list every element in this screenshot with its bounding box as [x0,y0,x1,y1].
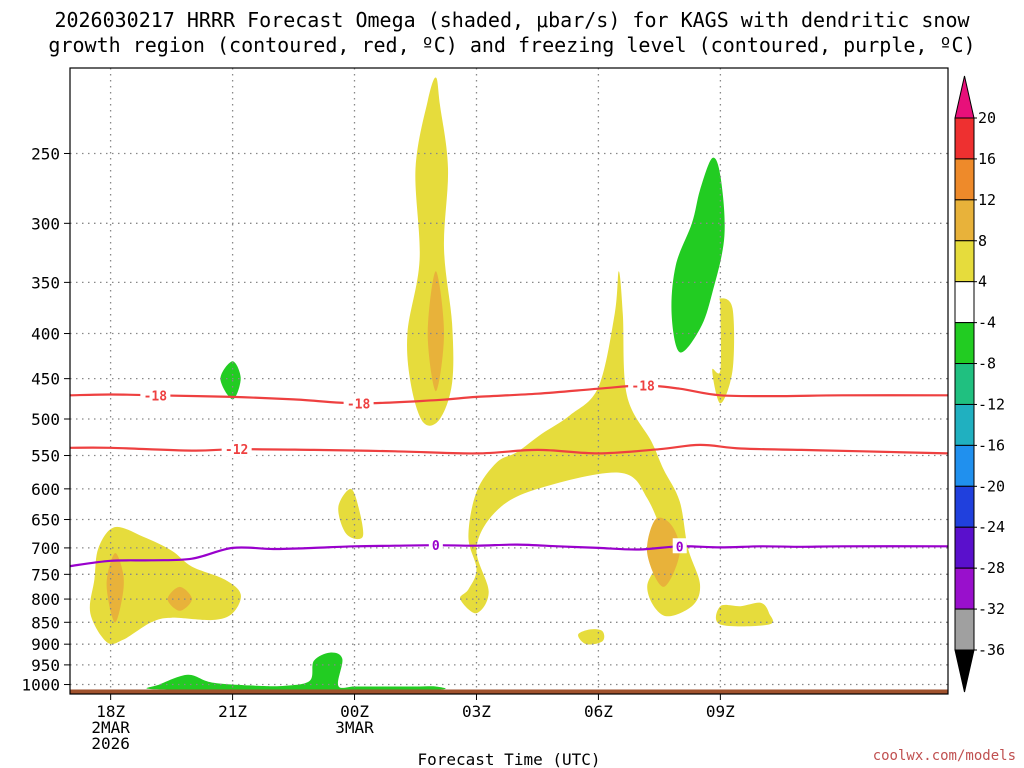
ground-band [70,689,948,694]
colorbar-top-triangle [954,75,975,119]
x-tick-label-21Z-0: 21Z [218,702,247,721]
colorbar-swatch-1 [954,158,975,201]
chart-title: 2026030217 HRRR Forecast Omega (shaded, … [0,8,1024,58]
omega-plus4-plume-01z [407,77,454,426]
ground-layer [70,689,948,694]
y-tick-label-400: 400 [31,325,60,344]
y-tick-label-450: 450 [31,370,60,389]
x-tick-label-18Z-1: 2MAR [91,718,130,737]
colorbar-swatch-11 [954,567,975,610]
colorbar-swatch-6 [954,363,975,405]
dendritic-contour-minus18-label-bg-1 [343,395,374,411]
colorbar-label-8: -16 [978,436,1005,454]
colorbar-label-6: -8 [978,355,996,373]
y-tick-label-850: 850 [31,613,60,632]
omega-plus4-blob-09z [712,298,735,404]
omega-plus8-core-18z [106,553,124,623]
chart-title-line-2: growth region (contoured, red, ºC) and f… [48,33,976,57]
y-tick-label-800: 800 [31,590,60,609]
colorbar-label-0: 20 [978,109,996,127]
x-tick-label-18Z-0: 18Z [96,702,125,721]
dendritic-contour-minus18-label-bg-0 [140,387,171,403]
dendritic-contour-minus12 [69,443,949,455]
x-tick-label-03Z-0: 03Z [462,702,491,721]
freezing-contour-0-label-bg-1 [672,538,687,554]
y-axis: 250 300 350 400 450 500 550 600 650 700 750 800 850 9… [21,144,70,695]
dendritic-contour-minus18 [69,384,949,405]
x-tick-label-09Z-0: 09Z [706,702,735,721]
y-tick-label-600: 600 [31,480,60,499]
x-tick-label-00Z-1: 3MAR [335,718,374,737]
y-tick-label-750: 750 [31,565,60,584]
omega-plus4-arch-03z [460,271,701,617]
dendritic-contour-minus18-label-bg-2 [628,377,659,393]
y-tick-label-300: 300 [31,214,60,233]
colorbar-label-2: 12 [978,191,996,209]
omega-plus4-blob-18z [89,526,241,645]
colorbar-label-3: 8 [978,232,987,250]
colorbar-label-9: -20 [978,477,1005,495]
colorbar-swatch-9 [954,485,975,528]
chart-title-line-1: 2026030217 HRRR Forecast Omega (shaded, … [54,8,970,32]
dendritic-contour-minus18-label-0: -18 [144,389,168,404]
grid-layer [70,68,948,694]
colorbar-bottom-triangle [954,649,975,693]
colorbar-swatch-3 [954,240,975,283]
colorbar-swatch-7 [954,403,975,446]
x-tick-label-00Z-0: 00Z [340,702,369,721]
dendritic-contour-minus18-label-2: -18 [631,379,655,394]
colorbar-label-10: -24 [978,518,1005,536]
y-tick-label-1000: 1000 [21,676,60,695]
omega-minus4-blob-21z [220,361,241,400]
omega-plus4-blob-0930z [715,602,774,627]
y-tick-label-250: 250 [31,144,60,163]
y-tick-label-500: 500 [31,410,60,429]
omega-plus8-core-07z [646,517,680,587]
colorbar-label-5: -4 [978,314,996,332]
dendritic-contour-minus18-label-1: -18 [347,397,371,412]
omega-plus8-core-01z [427,271,444,392]
y-tick-label-650: 650 [31,511,60,530]
omega-shading-layer [89,77,774,690]
contour-layer: -18 -18 -18 -12 0 0 [69,377,949,568]
plot-frame [69,67,949,695]
y-tick-label-350: 350 [31,273,60,292]
colorbar-swatch-0 [954,117,975,160]
x-tick-label-06Z-0: 06Z [584,702,613,721]
dendritic-contour-minus12-label-bg-0 [221,441,252,457]
colorbar-swatch-5 [954,322,975,365]
omega-plus4-blob-0615z [578,629,605,645]
colorbar-label-1: 16 [978,150,996,168]
colorbar: 20 16 12 8 4 -4 -8 -12 -16 -20 -24 -28 -32 -36 [954,75,1005,693]
colorbar-label-4: 4 [978,273,987,291]
y-tick-label-700: 700 [31,539,60,558]
omega-plus8-core-20z [167,586,192,611]
y-tick-label-950: 950 [31,656,60,675]
colorbar-swatch-8 [954,444,975,487]
x-axis-title: Forecast Time (UTC) [417,750,600,768]
y-tick-label-550: 550 [31,447,60,466]
colorbar-label-12: -32 [978,600,1005,618]
y-tick-label-900: 900 [31,635,60,654]
dendritic-contour-minus12-label-0: -12 [225,443,248,458]
colorbar-swatch-4 [954,281,975,324]
colorbar-swatch-12 [954,608,975,651]
site-credit: coolwx.com/models [873,748,1016,764]
colorbar-label-13: -36 [978,641,1005,659]
omega-minus4-tower-08z [671,157,725,353]
freezing-contour-0-label-bg-0 [428,537,443,553]
colorbar-label-7: -12 [978,395,1005,413]
omega-plus4-blob-2330z [338,488,364,540]
freezing-contour-0 [69,543,949,568]
freezing-contour-0-label-0: 0 [432,539,440,554]
x-tick-label-18Z-2: 2026 [91,734,130,753]
omega-minus4-surface-1930z [146,652,446,690]
colorbar-swatch-2 [954,199,975,242]
colorbar-swatch-10 [954,526,975,569]
freezing-contour-0-label-1: 0 [676,540,684,555]
colorbar-label-11: -28 [978,559,1005,577]
